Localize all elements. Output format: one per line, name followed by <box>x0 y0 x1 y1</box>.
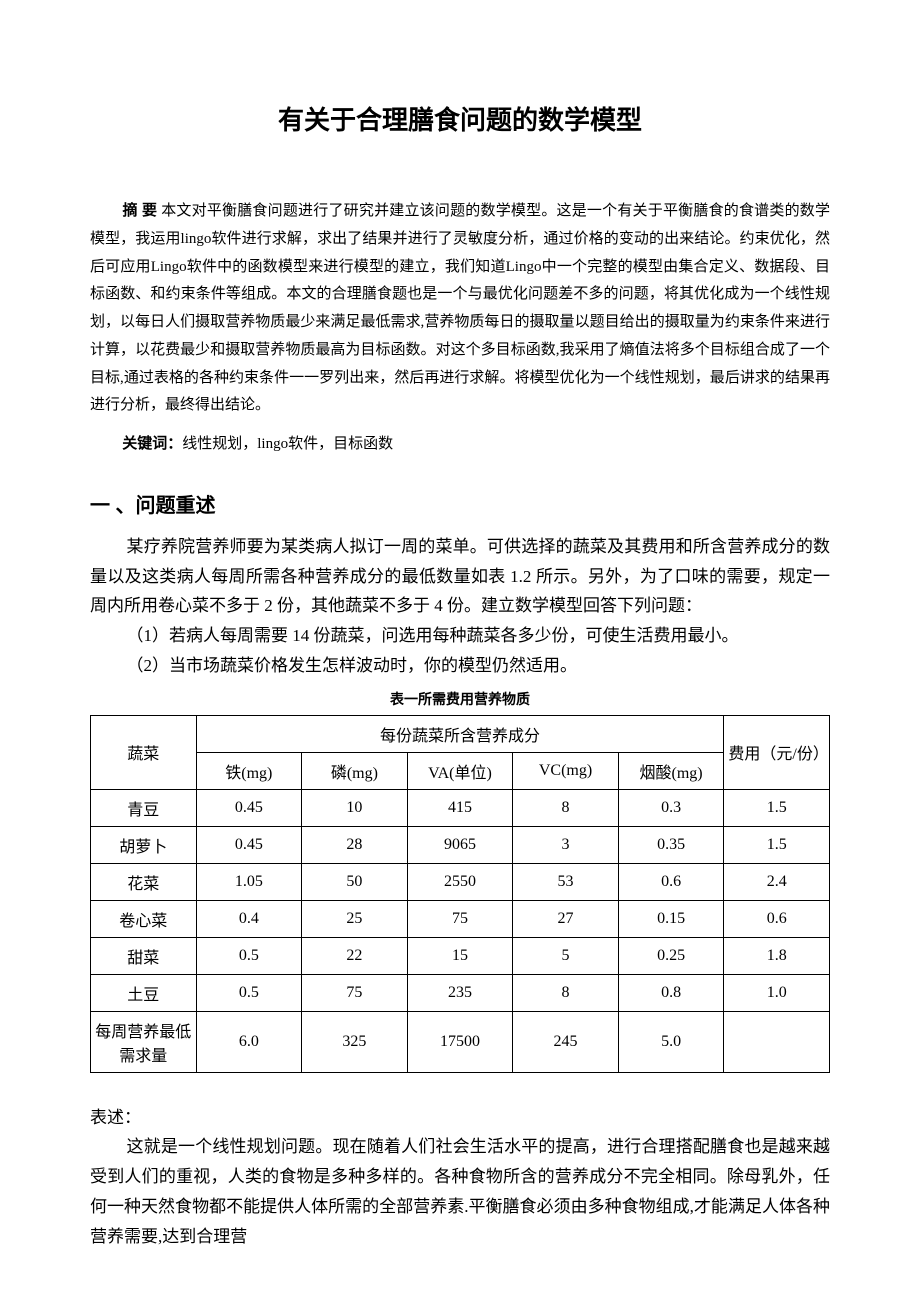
table-cell: 0.5 <box>196 937 302 974</box>
table-cell: 325 <box>302 1011 408 1072</box>
header-phosphorus: 磷(mg) <box>302 752 408 789</box>
table-cell: 6.0 <box>196 1011 302 1072</box>
table-cell: 8 <box>513 789 619 826</box>
header-vegetable: 蔬菜 <box>91 715 197 789</box>
table-cell: 1.8 <box>724 937 830 974</box>
table-cell: 1.5 <box>724 789 830 826</box>
header-cost: 费用（元/份） <box>724 715 830 789</box>
table-cell: 25 <box>302 900 408 937</box>
table-cell <box>724 1011 830 1072</box>
table-cell: 2550 <box>407 863 513 900</box>
table-cell: 2.4 <box>724 863 830 900</box>
table-cell: 415 <box>407 789 513 826</box>
table-cell: 15 <box>407 937 513 974</box>
table-cell: 0.6 <box>724 900 830 937</box>
table-row: 卷心菜0.42575270.150.6 <box>91 900 830 937</box>
abstract-text: 本文对平衡膳食问题进行了研究并建立该问题的数学模型。这是一个有关于平衡膳食的食谱… <box>90 203 830 413</box>
keywords-paragraph: 关键词：线性规划，lingo软件，目标函数 <box>90 430 830 459</box>
discussion-p1: 这就是一个线性规划问题。现在随着人们社会生活水平的提高，进行合理搭配膳食也是越来… <box>90 1132 830 1251</box>
table-caption: 表一所需费用营养物质 <box>90 689 830 709</box>
header-nutrients: 每份蔬菜所含营养成分 <box>196 715 724 752</box>
table-cell: 土豆 <box>91 974 197 1011</box>
discussion-label: 表述： <box>90 1103 830 1133</box>
table-cell: 0.45 <box>196 826 302 863</box>
table-cell: 1.0 <box>724 974 830 1011</box>
table-cell: 0.5 <box>196 974 302 1011</box>
abstract-label: 摘 要 <box>122 202 157 219</box>
table-cell: 1.5 <box>724 826 830 863</box>
table-row: 甜菜0.5221550.251.8 <box>91 937 830 974</box>
table-cell: 0.8 <box>618 974 724 1011</box>
header-vc: VC(mg) <box>513 752 619 789</box>
document-title: 有关于合理膳食问题的数学模型 <box>90 100 830 137</box>
table-cell: 75 <box>407 900 513 937</box>
header-iron: 铁(mg) <box>196 752 302 789</box>
table-cell: 3 <box>513 826 619 863</box>
table-cell: 22 <box>302 937 408 974</box>
table-row: 土豆0.57523580.81.0 <box>91 974 830 1011</box>
table-row: 胡萝卜0.4528906530.351.5 <box>91 826 830 863</box>
table-cell: 9065 <box>407 826 513 863</box>
table-cell: 5 <box>513 937 619 974</box>
table-cell: 0.25 <box>618 937 724 974</box>
table-cell: 8 <box>513 974 619 1011</box>
table-cell: 50 <box>302 863 408 900</box>
table-cell: 27 <box>513 900 619 937</box>
table-row: 花菜1.05502550530.62.4 <box>91 863 830 900</box>
table-cell: 0.3 <box>618 789 724 826</box>
table-header-row-1: 蔬菜 每份蔬菜所含营养成分 费用（元/份） <box>91 715 830 752</box>
table-cell: 10 <box>302 789 408 826</box>
nutrition-table: 蔬菜 每份蔬菜所含营养成分 费用（元/份） 铁(mg) 磷(mg) VA(单位)… <box>90 715 830 1073</box>
section-1-p3: （2）当市场蔬菜价格发生怎样波动时，你的模型仍然适用。 <box>90 651 830 681</box>
table-cell: 0.35 <box>618 826 724 863</box>
table-cell: 0.15 <box>618 900 724 937</box>
table-header-row-2: 铁(mg) 磷(mg) VA(单位) VC(mg) 烟酸(mg) <box>91 752 830 789</box>
header-va: VA(单位) <box>407 752 513 789</box>
table-cell: 235 <box>407 974 513 1011</box>
table-footer-row: 每周营养最低需求量6.0325175002455.0 <box>91 1011 830 1072</box>
table-cell: 每周营养最低需求量 <box>91 1011 197 1072</box>
table-cell: 花菜 <box>91 863 197 900</box>
table-cell: 75 <box>302 974 408 1011</box>
table-cell: 0.4 <box>196 900 302 937</box>
table-cell: 甜菜 <box>91 937 197 974</box>
abstract-paragraph: 摘 要 本文对平衡膳食问题进行了研究并建立该问题的数学模型。这是一个有关于平衡膳… <box>90 197 830 420</box>
table-cell: 卷心菜 <box>91 900 197 937</box>
section-1-p2: （1）若病人每周需要 14 份蔬菜，问选用每种蔬菜各多少份，可使生活费用最小。 <box>90 621 830 651</box>
header-niacin: 烟酸(mg) <box>618 752 724 789</box>
table-cell: 1.05 <box>196 863 302 900</box>
table-cell: 245 <box>513 1011 619 1072</box>
table-cell: 0.45 <box>196 789 302 826</box>
keywords-label: 关键词： <box>122 435 182 452</box>
section-1-p1: 某疗养院营养师要为某类病人拟订一周的菜单。可供选择的蔬菜及其费用和所含营养成分的… <box>90 532 830 621</box>
table-row: 青豆0.451041580.31.5 <box>91 789 830 826</box>
keywords-text: 线性规划，lingo软件，目标函数 <box>182 436 393 452</box>
table-cell: 0.6 <box>618 863 724 900</box>
table-cell: 17500 <box>407 1011 513 1072</box>
table-cell: 28 <box>302 826 408 863</box>
table-cell: 胡萝卜 <box>91 826 197 863</box>
table-cell: 青豆 <box>91 789 197 826</box>
table-cell: 5.0 <box>618 1011 724 1072</box>
table-cell: 53 <box>513 863 619 900</box>
section-1-heading: 一 、问题重述 <box>90 489 830 518</box>
